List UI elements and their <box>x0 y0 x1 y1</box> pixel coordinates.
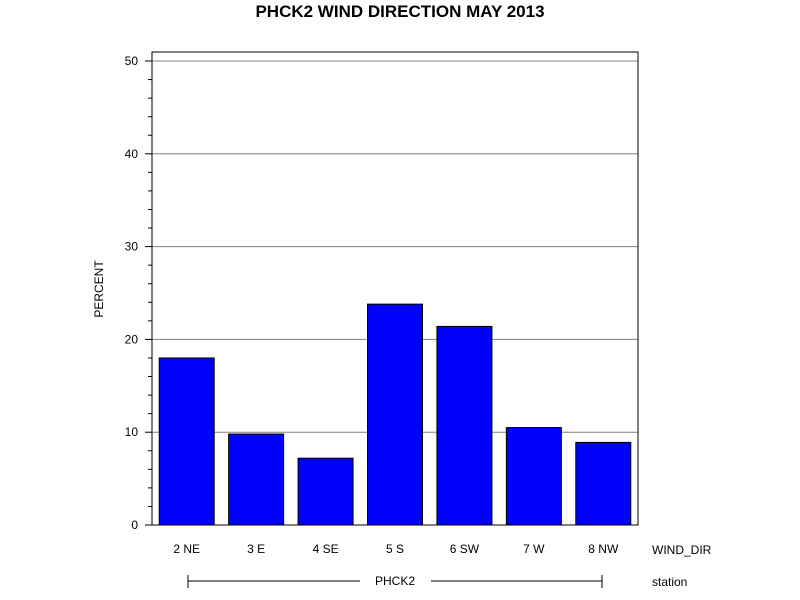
x-tick-label: 7 W <box>523 542 545 556</box>
bar <box>158 357 215 526</box>
bar <box>505 427 562 526</box>
y-tick-label: 10 <box>125 425 139 439</box>
y-axis-label: PERCENT <box>92 260 106 318</box>
x-axis-label: WIND_DIR <box>652 543 712 557</box>
bars <box>158 303 632 526</box>
x-tick-label: 5 S <box>386 542 404 556</box>
bar <box>436 325 493 526</box>
bar <box>575 441 632 526</box>
x-tick-label: 3 E <box>247 542 265 556</box>
x-tick-label: 6 SW <box>450 542 480 556</box>
x-tick-label: 4 SE <box>313 542 339 556</box>
chart-title: PHCK2 WIND DIRECTION MAY 2013 <box>255 2 544 21</box>
y-axis: 0 10 20 30 40 50 <box>125 52 153 532</box>
bar <box>367 303 423 526</box>
y-tick-label: 0 <box>131 518 138 532</box>
x-tick-label: 2 NE <box>173 542 200 556</box>
y-tick-label: 50 <box>125 54 139 68</box>
x-axis: 2 NE 3 E 4 SE 5 S 6 SW 7 W 8 NW <box>173 542 619 556</box>
y-tick-label: 30 <box>125 240 139 254</box>
x-tick-label: 8 NW <box>588 542 619 556</box>
group-value: PHCK2 <box>375 574 415 588</box>
bar <box>297 457 354 526</box>
y-tick-label: 40 <box>125 147 139 161</box>
y-tick-label: 20 <box>125 332 139 346</box>
bar <box>228 433 285 526</box>
group-label: station <box>652 575 687 589</box>
